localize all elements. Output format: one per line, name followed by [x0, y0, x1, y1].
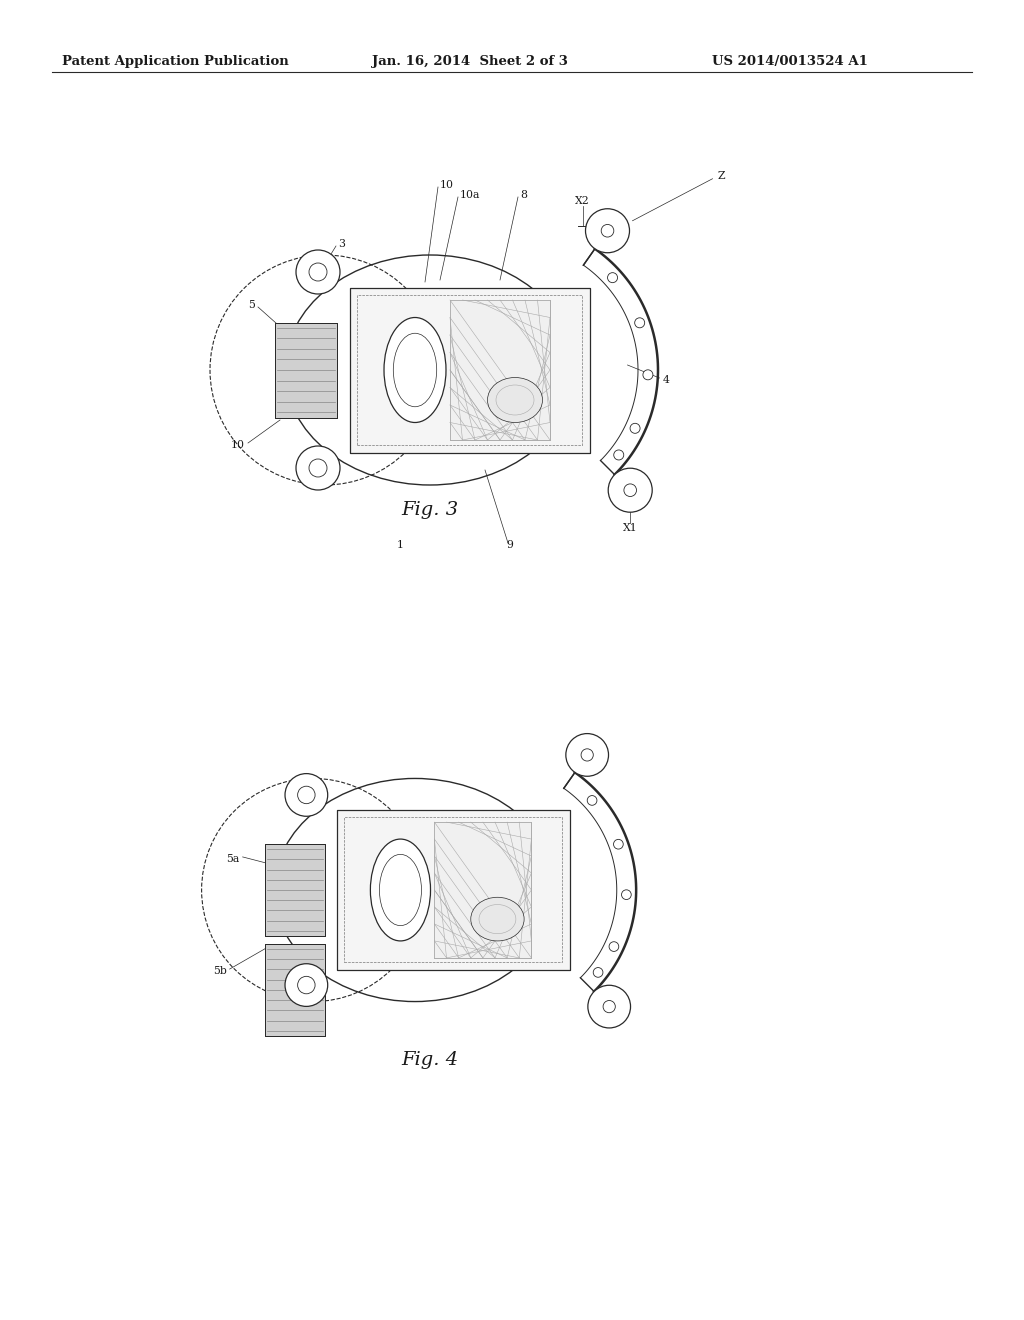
- Ellipse shape: [471, 898, 524, 941]
- Ellipse shape: [487, 378, 543, 422]
- Circle shape: [587, 796, 597, 805]
- Circle shape: [609, 941, 618, 952]
- Bar: [275, 322, 337, 417]
- Circle shape: [607, 273, 617, 282]
- Bar: [264, 843, 325, 936]
- Circle shape: [593, 968, 603, 977]
- Circle shape: [601, 224, 613, 238]
- Text: Fig. 4: Fig. 4: [401, 1051, 459, 1069]
- Circle shape: [643, 370, 653, 380]
- Circle shape: [285, 964, 328, 1006]
- Text: 5a: 5a: [226, 854, 240, 863]
- Circle shape: [285, 774, 328, 816]
- Circle shape: [635, 318, 645, 327]
- Circle shape: [298, 977, 315, 994]
- Text: Jan. 16, 2014  Sheet 2 of 3: Jan. 16, 2014 Sheet 2 of 3: [372, 55, 568, 69]
- Text: X2: X2: [575, 195, 590, 206]
- Text: 10: 10: [440, 180, 454, 190]
- Text: 3: 3: [338, 239, 345, 249]
- Text: 5: 5: [248, 300, 255, 310]
- Text: 10a: 10a: [460, 190, 480, 201]
- Circle shape: [624, 484, 637, 496]
- Circle shape: [630, 424, 640, 433]
- Ellipse shape: [371, 840, 430, 941]
- Circle shape: [613, 840, 624, 849]
- Ellipse shape: [384, 318, 446, 422]
- Bar: [264, 944, 325, 1036]
- Bar: [434, 822, 531, 958]
- Bar: [275, 322, 337, 417]
- Text: 8: 8: [520, 190, 527, 201]
- Circle shape: [608, 469, 652, 512]
- Circle shape: [309, 263, 327, 281]
- Bar: [357, 294, 582, 445]
- Circle shape: [309, 459, 327, 477]
- Bar: [337, 810, 570, 970]
- Bar: [264, 843, 325, 936]
- Bar: [344, 817, 562, 962]
- Circle shape: [588, 985, 631, 1028]
- Circle shape: [622, 890, 631, 899]
- Circle shape: [586, 209, 630, 252]
- Text: US 2014/0013524 A1: US 2014/0013524 A1: [712, 55, 868, 69]
- Circle shape: [613, 450, 624, 459]
- Text: Patent Application Publication: Patent Application Publication: [61, 55, 289, 69]
- Text: 1: 1: [396, 540, 403, 550]
- Text: 5b: 5b: [213, 966, 226, 975]
- Text: X1: X1: [623, 523, 638, 533]
- Text: Z: Z: [718, 170, 725, 181]
- Text: 10: 10: [231, 440, 245, 450]
- Circle shape: [603, 1001, 615, 1012]
- Text: 9: 9: [507, 540, 513, 550]
- Bar: [350, 288, 590, 453]
- Bar: [264, 944, 325, 1036]
- Bar: [450, 300, 550, 440]
- Circle shape: [298, 787, 315, 804]
- Text: 4: 4: [663, 375, 670, 385]
- Circle shape: [581, 748, 593, 762]
- Circle shape: [296, 249, 340, 294]
- Circle shape: [566, 734, 608, 776]
- Circle shape: [296, 446, 340, 490]
- Text: Fig. 3: Fig. 3: [401, 502, 459, 519]
